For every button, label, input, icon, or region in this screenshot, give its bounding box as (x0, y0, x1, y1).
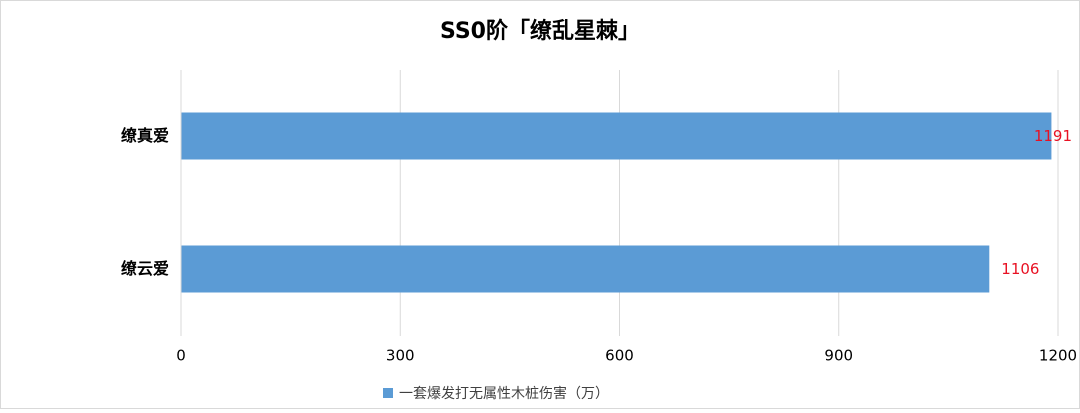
y-tick-label: 缭云爱 (121, 259, 169, 278)
chart-title: SS0阶「缭乱星棘」 (440, 18, 640, 44)
x-tick-label: 300 (386, 347, 415, 365)
legend-swatch (383, 388, 393, 398)
x-tick-label: 0 (176, 347, 186, 365)
legend-label: 一套爆发打无属性木桩伤害（万） (399, 385, 609, 402)
x-tick-label: 1200 (1039, 347, 1077, 365)
value-label: 1191 (1034, 127, 1072, 145)
y-tick-label: 缭真爱 (121, 126, 169, 145)
bar (181, 245, 990, 293)
bar (181, 112, 1052, 160)
x-tick-label: 900 (824, 347, 853, 365)
value-label: 1106 (1001, 260, 1039, 278)
x-tick-label: 600 (605, 347, 634, 365)
